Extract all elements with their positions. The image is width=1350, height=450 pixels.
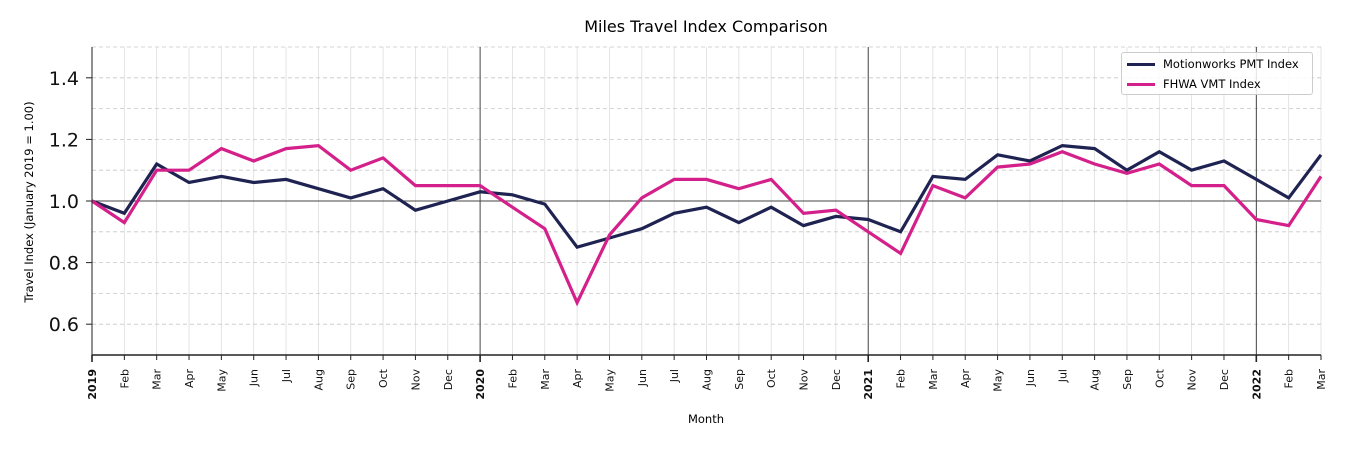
legend-item-motionworks: Motionworks PMT Index (1127, 56, 1299, 72)
x-tick-label-month: Aug (1089, 369, 1102, 390)
x-tick-label-month: Nov (409, 369, 422, 391)
x-tick-label-month: Jul (280, 369, 293, 383)
x-tick-label-year: 2020 (474, 369, 487, 400)
x-tick-label-month: Dec (442, 369, 455, 390)
x-tick-label-month: Feb (506, 369, 519, 388)
y-axis-label: Travel Index (January 2019 = 1.00) (22, 101, 36, 303)
x-tick-label-month: Apr (571, 369, 584, 389)
x-tick-label-month: Apr (183, 369, 196, 389)
series-line-1 (91, 143, 1323, 307)
chart-title: Miles Travel Index Comparison (584, 17, 828, 36)
x-tick-label-month: Aug (312, 369, 325, 390)
x-tick-label-month: May (992, 369, 1005, 392)
x-tick-label-month: May (215, 369, 228, 392)
x-tick-label-year: 2021 (862, 369, 875, 400)
x-tick-label-month: Dec (830, 369, 843, 390)
legend-item-fhwa: FHWA VMT Index (1127, 76, 1261, 92)
x-tick-label-month: Mar (927, 369, 940, 390)
x-tick-label-month: Jun (248, 369, 261, 387)
x-tick-label-month: Nov (798, 369, 811, 391)
x-tick-label-month: Sep (733, 369, 746, 390)
x-tick-label-month: May (603, 369, 616, 392)
x-tick-label-month: Oct (1153, 368, 1166, 388)
x-tick-label-month: Feb (1283, 369, 1296, 388)
x-tick-label-month: Mar (1315, 369, 1328, 390)
x-tick-label-month: Jul (1056, 369, 1069, 383)
legend-swatch-fhwa (1127, 82, 1155, 86)
x-tick-label-year: 2019 (86, 369, 99, 400)
legend-label: FHWA VMT Index (1163, 77, 1261, 91)
x-tick-label-month: Sep (1121, 369, 1134, 390)
series-line-0 (91, 143, 1323, 250)
x-tick-label-month: Feb (895, 369, 908, 388)
x-tick-label-month: Sep (345, 369, 358, 390)
y-tick-label: 1.4 (49, 68, 79, 90)
x-tick-label-month: Nov (1186, 369, 1199, 391)
legend-label: Motionworks PMT Index (1163, 57, 1299, 71)
x-tick-label-month: Feb (118, 369, 131, 388)
legend: Motionworks PMT Index FHWA VMT Index (1121, 52, 1313, 95)
x-tick-label-month: Jul (668, 369, 681, 383)
x-tick-label-month: Mar (151, 369, 164, 390)
x-tick-label-month: Apr (959, 369, 972, 389)
y-tick-label: 0.6 (49, 314, 79, 336)
x-axis-label: Month (687, 412, 725, 426)
y-tick-label: 1.2 (49, 129, 79, 151)
x-tick-label-month: Oct (765, 368, 778, 388)
x-tick-label-month: Aug (701, 369, 714, 390)
x-tick-label-month: Oct (377, 368, 390, 388)
x-tick-label-month: Mar (539, 369, 552, 390)
x-tick-label-month: Dec (1218, 369, 1231, 390)
x-tick-label-month: Jun (636, 369, 649, 387)
x-tick-label-month: Jun (1024, 369, 1037, 387)
x-tick-label-year: 2022 (1250, 369, 1263, 400)
legend-swatch-motionworks (1127, 62, 1155, 66)
y-tick-label: 0.8 (49, 253, 79, 275)
y-tick-label: 1.0 (49, 191, 79, 213)
